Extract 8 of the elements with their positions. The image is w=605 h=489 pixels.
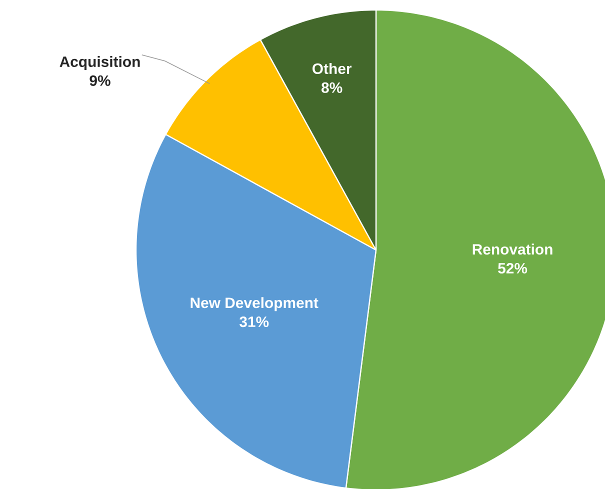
slice-label: Acquisition: [60, 56, 140, 70]
slice-label: Other: [312, 63, 352, 74]
slice-label: New Development: [190, 297, 318, 312]
data-label: 31%: [240, 316, 269, 328]
data-label: 52%: [498, 262, 528, 274]
data-label: 8%: [322, 82, 342, 93]
slice-label: Renovation: [472, 244, 552, 255]
data-label: 9%: [90, 75, 110, 86]
